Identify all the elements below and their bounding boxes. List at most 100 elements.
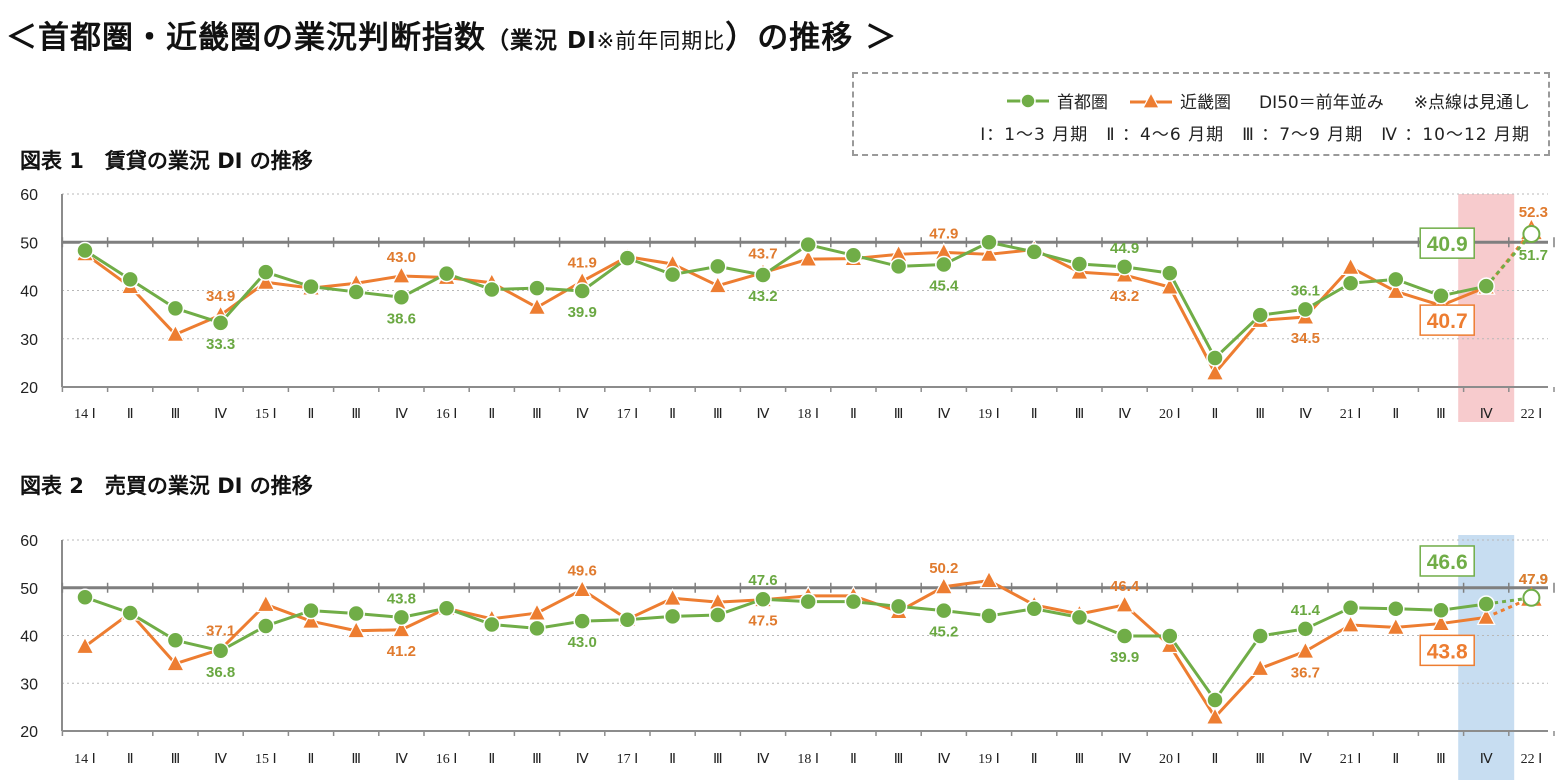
point-tokyo: [1251, 627, 1269, 645]
x-tick-label: Ⅲ: [351, 752, 361, 767]
point-tokyo: [1341, 274, 1360, 293]
data-label-kinki: 46.4: [1110, 578, 1140, 595]
point-kinki: [708, 275, 728, 294]
point-kinki: [979, 244, 999, 262]
point-tokyo: [1341, 599, 1360, 617]
x-tick-label: Ⅳ: [214, 752, 227, 767]
x-tick-label: Ⅲ: [713, 752, 723, 767]
point-tokyo: [1206, 691, 1224, 709]
data-label-tokyo: 39.9: [568, 304, 597, 321]
y-tick-label: 30: [20, 332, 38, 349]
point-tokyo: [257, 263, 275, 281]
x-tick-label: 19 Ⅰ: [978, 407, 1000, 422]
data-label-kinki: 37.1: [206, 622, 235, 639]
x-tick-label: Ⅱ: [488, 752, 495, 767]
data-label-tokyo: 38.6: [387, 310, 416, 327]
point-tokyo: [257, 617, 275, 635]
x-tick-label: Ⅱ: [127, 407, 134, 422]
x-tick-label: Ⅲ: [1436, 407, 1446, 422]
x-tick-label: Ⅱ: [669, 407, 676, 422]
x-tick-label: Ⅳ: [757, 752, 770, 767]
chart-rental-di: 20 30 40 50 60 14 Ⅰ Ⅱ Ⅲ Ⅳ 15 Ⅰ Ⅱ Ⅲ Ⅳ 16 Ⅰ Ⅱ Ⅲ Ⅳ 17 Ⅰ Ⅱ Ⅲ Ⅳ 18…: [20, 187, 1555, 422]
point-tokyo: [1251, 306, 1269, 324]
x-tick-label: Ⅳ: [576, 752, 589, 767]
legend-quarters: Ⅰ：1～3 月期 Ⅱ ：4～6 月期 Ⅲ ：7～9 月期 Ⅳ ：10～12 月期: [980, 125, 1530, 145]
point-tokyo: [1025, 243, 1043, 261]
data-label-kinki: 34.5: [1291, 330, 1320, 347]
point-tokyo: [528, 279, 546, 297]
point-tokyo: [618, 249, 637, 267]
data-label-tokyo: 51.7: [1519, 247, 1548, 264]
x-tick-label: 15 Ⅰ: [255, 407, 277, 422]
point-kinki: [798, 248, 818, 267]
x-tick-label: 18 Ⅰ: [797, 407, 819, 422]
point-kinki: [1476, 607, 1496, 625]
x-tick-label: 21 Ⅰ: [1340, 407, 1362, 422]
data-label-kinki: 34.9: [206, 288, 235, 305]
x-tick-label: 16 Ⅰ: [436, 752, 458, 767]
title-main: ＜首都圏・近畿圏の業況判断指数: [6, 20, 486, 56]
data-label-tokyo: 45.4: [929, 277, 959, 294]
x-tick-label: Ⅲ: [1075, 752, 1085, 767]
data-label-tokyo: 36.8: [206, 664, 235, 681]
point-tokyo: [1522, 225, 1541, 244]
point-tokyo: [1070, 255, 1089, 273]
point-tokyo: [1522, 588, 1541, 607]
point-tokyo: [1115, 258, 1134, 276]
point-tokyo: [663, 265, 682, 284]
x-tick-label: Ⅱ: [1031, 407, 1038, 422]
x-tick-label: 14 Ⅰ: [74, 407, 96, 422]
series-line-kinki: [84, 579, 1487, 719]
data-label-kinki: 52.3: [1519, 204, 1548, 221]
data-label-kinki: 41.2: [387, 643, 416, 660]
x-tick-label: 16 Ⅰ: [436, 407, 458, 422]
point-tokyo: [483, 280, 501, 299]
point-tokyo: [980, 233, 998, 251]
point-tokyo: [1115, 627, 1134, 645]
data-label-kinki: 43.2: [1110, 288, 1139, 305]
x-tick-label: Ⅱ: [127, 752, 134, 767]
point-kinki: [165, 324, 185, 343]
series-line-tokyo: [84, 595, 1487, 702]
chart-sales-di: 20 30 40 50 60 14 Ⅰ Ⅱ Ⅲ Ⅳ 15 Ⅰ Ⅱ Ⅲ Ⅳ 16 Ⅰ Ⅱ Ⅲ Ⅳ 17 Ⅰ Ⅱ Ⅲ Ⅳ 18…: [20, 533, 1555, 780]
x-tick-label: Ⅳ: [937, 407, 950, 422]
point-tokyo: [799, 235, 817, 254]
point-kinki: [1431, 613, 1451, 632]
y-tick-label: 60: [20, 533, 38, 550]
x-tick-label: 17 Ⅰ: [617, 407, 639, 422]
point-kinki: [527, 602, 547, 621]
title-sub: （業況 DI: [486, 28, 597, 54]
x-tick-label: Ⅱ: [850, 752, 857, 767]
x-tick-label: Ⅱ: [1392, 407, 1399, 422]
data-label-tokyo: 44.9: [1110, 240, 1139, 257]
point-kinki: [1386, 281, 1406, 300]
circle-marker-icon: [1007, 92, 1049, 109]
point-kinki: [663, 587, 683, 606]
boxed-label-tokyo: [1419, 545, 1475, 577]
data-label-kinki: 43.0: [387, 249, 416, 266]
point-tokyo: [392, 608, 411, 627]
x-tick-label: 22 Ⅰ: [1521, 407, 1543, 422]
point-tokyo: [1070, 608, 1089, 627]
point-tokyo: [483, 615, 501, 634]
x-tick-label: Ⅳ: [1299, 752, 1312, 767]
point-kinki: [75, 636, 95, 655]
point-tokyo: [302, 601, 320, 620]
data-label-tokyo: 43.2: [748, 288, 777, 305]
point-tokyo: [889, 597, 908, 616]
x-tick-label: Ⅳ: [1299, 407, 1312, 422]
y-tick-label: 20: [20, 724, 38, 741]
x-tick-label: Ⅲ: [171, 407, 181, 422]
point-kinki: [572, 579, 592, 598]
x-tick-label: Ⅲ: [894, 407, 904, 422]
x-tick-label: 19 Ⅰ: [978, 752, 1000, 767]
x-tick-label: Ⅲ: [1255, 752, 1265, 767]
point-tokyo: [392, 288, 411, 307]
boxed-label-tokyo: [1419, 227, 1475, 259]
x-tick-label: Ⅱ: [308, 752, 315, 767]
point-kinki: [1205, 706, 1225, 725]
x-tick-label: Ⅳ: [1480, 752, 1493, 767]
x-tick-label: Ⅱ: [308, 407, 315, 422]
triangle-marker-icon: [1130, 91, 1172, 109]
point-tokyo: [528, 619, 546, 638]
